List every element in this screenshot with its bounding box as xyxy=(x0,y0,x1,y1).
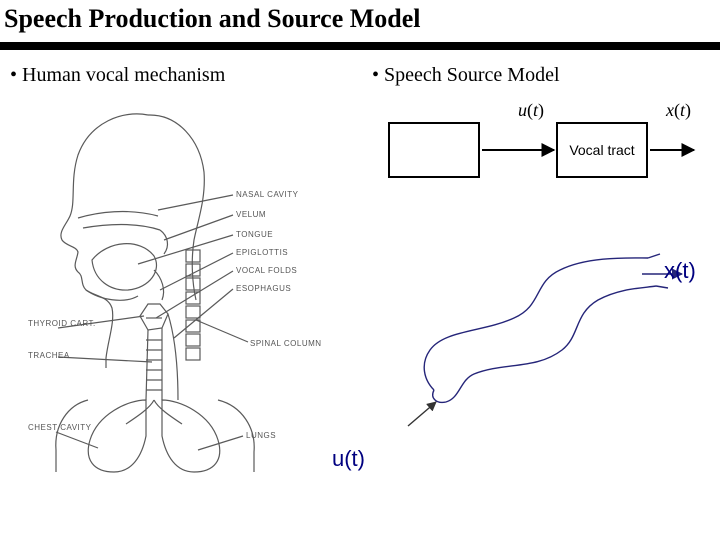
label-velum: VELUM xyxy=(236,210,266,219)
label-lungs: LUNGS xyxy=(246,431,276,440)
slide-title: Speech Production and Source Model xyxy=(4,4,421,34)
tube-input-label: u(t) xyxy=(332,446,365,472)
label-tongue: TONGUE xyxy=(236,230,273,239)
source-model-block-diagram: u(t) x(t) Vocal tract xyxy=(388,106,700,196)
arrow-tube-input xyxy=(408,402,436,426)
label-nasal-cavity: NASAL CAVITY xyxy=(236,190,299,199)
label-trachea: TRACHEA xyxy=(28,351,70,360)
label-vocal-folds: VOCAL FOLDS xyxy=(236,266,297,275)
anatomy-diagram: NASAL CAVITY VELUM TONGUE EPIGLOTTIS VOC… xyxy=(28,100,358,480)
title-underline xyxy=(0,42,720,50)
tube-output-label: x(t) xyxy=(664,258,696,284)
label-esophagus: ESOPHAGUS xyxy=(236,284,291,293)
subtitle-source-model: • Speech Source Model xyxy=(372,64,560,87)
label-spinal-column: SPINAL COLUMN xyxy=(250,339,322,348)
label-epiglottis: EPIGLOTTIS xyxy=(236,248,288,257)
subtitle-human-vocal: • Human vocal mechanism xyxy=(10,64,225,87)
vocal-tract-tube-sketch: x(t) xyxy=(364,230,704,430)
label-chest-cavity: CHEST CAVITY xyxy=(28,423,92,432)
label-thyroid-cart: THYROID CART. xyxy=(28,319,96,328)
